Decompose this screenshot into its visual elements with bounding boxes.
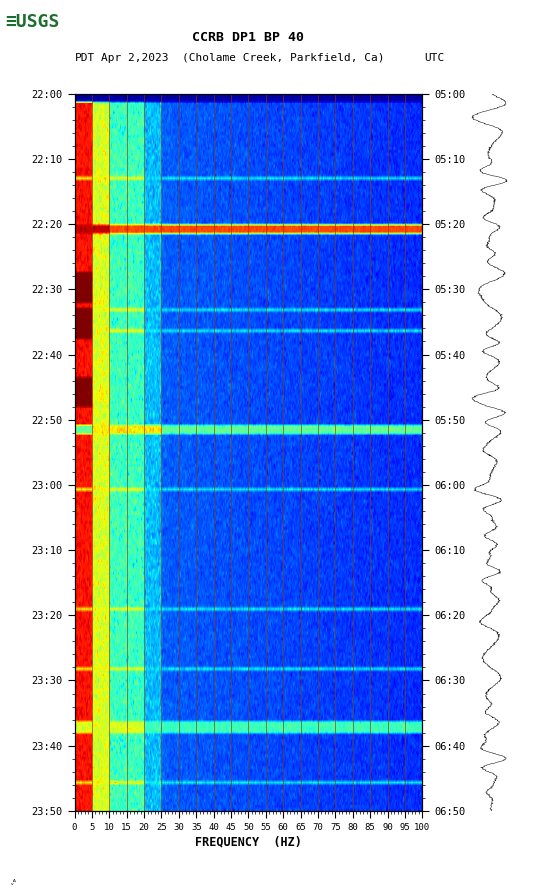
Text: ≡USGS: ≡USGS — [6, 13, 60, 31]
Text: Apr 2,2023  (Cholame Creek, Parkfield, Ca): Apr 2,2023 (Cholame Creek, Parkfield, Ca… — [101, 53, 385, 63]
Text: ᵥᴬ: ᵥᴬ — [11, 880, 17, 886]
Text: PDT: PDT — [75, 53, 95, 63]
Text: CCRB DP1 BP 40: CCRB DP1 BP 40 — [193, 31, 304, 44]
Text: UTC: UTC — [424, 53, 444, 63]
X-axis label: FREQUENCY  (HZ): FREQUENCY (HZ) — [195, 836, 302, 849]
